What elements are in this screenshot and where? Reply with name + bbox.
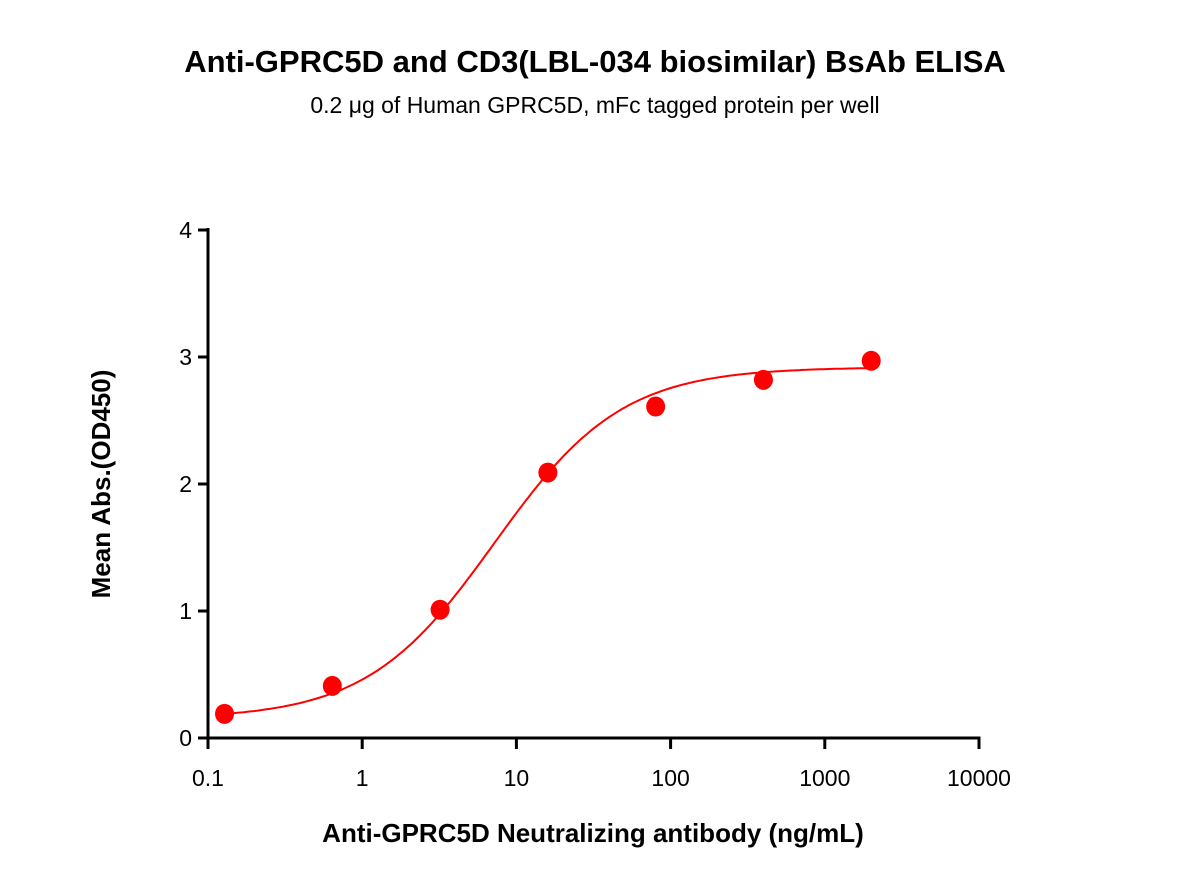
y-tick-label: 3 [179, 344, 192, 370]
x-axis-label: Anti-GPRC5D Neutralizing antibody (ng/mL… [322, 818, 864, 848]
data-point [861, 350, 881, 371]
y-axis-label: Mean Abs.(OD450) [86, 370, 116, 599]
data-point [215, 703, 235, 724]
data-point [646, 396, 666, 417]
data-point [322, 675, 342, 696]
chart-subtitle: 0.2 μg of Human GPRC5D, mFc tagged prote… [310, 92, 879, 118]
x-tick-label: 100 [651, 765, 689, 791]
data-point [753, 369, 773, 390]
x-tick-label: 1 [356, 765, 369, 791]
data-point [538, 462, 558, 483]
x-tick-label: 1000 [799, 765, 850, 791]
x-tick-label: 10000 [947, 765, 1011, 791]
fit-curve [224, 367, 872, 715]
x-tick-label: 0.1 [192, 765, 224, 791]
y-tick-label: 4 [179, 217, 192, 243]
axes: 0 1 2 3 4 0.1 1 10 100 1000 10000 [179, 217, 1011, 791]
y-tick-label: 2 [179, 471, 192, 497]
data-point [430, 599, 450, 620]
chart-title: Anti-GPRC5D and CD3(LBL-034 biosimilar) … [184, 44, 1006, 79]
data-points [215, 350, 881, 724]
y-tick-label: 1 [179, 598, 192, 624]
y-tick-label: 0 [179, 725, 192, 751]
x-tick-label: 10 [504, 765, 530, 791]
